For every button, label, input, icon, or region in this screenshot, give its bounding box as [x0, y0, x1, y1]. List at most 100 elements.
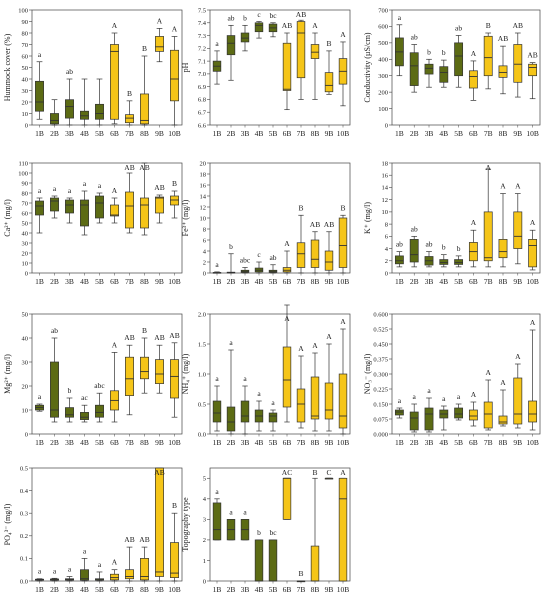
significance-letter: A	[112, 340, 118, 349]
box	[528, 63, 538, 77]
x-tick-label: 6B	[110, 277, 119, 286]
y-tick-label: 2	[203, 259, 206, 266]
significance-letter: bc	[269, 11, 277, 20]
y-tick-label: 100	[18, 170, 28, 177]
x-tick-label: 10B	[168, 585, 181, 594]
y-tick-label: 7.0	[198, 71, 206, 78]
x-tick-label: 4B	[255, 129, 264, 138]
box	[454, 42, 464, 77]
x-tick-label: 9B	[513, 438, 522, 447]
box	[483, 35, 493, 77]
significance-letter: A	[485, 163, 491, 172]
significance-letter: B	[172, 179, 177, 188]
x-tick-label: 8B	[311, 277, 320, 286]
significance-letter: A	[284, 239, 290, 248]
significance-letter: B	[312, 468, 317, 477]
plot-frame	[31, 467, 183, 582]
x-tick-label: 6B	[283, 585, 292, 594]
y-tick-label: 50	[22, 311, 29, 318]
chart-panel: 0 10 20 30 40 50 Mg²⁺ (mg/l) 1B a 2B ab 3B b 4B ac 5B ab…	[3, 311, 183, 447]
box	[296, 21, 306, 79]
y-tick-label: 0.150	[373, 401, 388, 408]
x-tick-label: 10B	[168, 438, 181, 447]
x-tick-label: 7B	[484, 438, 493, 447]
x-tick-label: 4B	[80, 438, 89, 447]
y-tick-label: 1.0	[198, 371, 206, 378]
significance-letter: a	[53, 566, 57, 575]
y-tick-label: 300	[378, 73, 388, 80]
x-tick-label: 6B	[469, 277, 478, 286]
box	[212, 400, 222, 423]
significance-letter: a	[38, 392, 42, 401]
box	[226, 35, 236, 56]
plot-frame	[31, 313, 183, 435]
y-tick-label: 1.5	[198, 341, 206, 348]
x-tick-label: 9B	[325, 438, 334, 447]
x-tick-label: 5B	[269, 585, 278, 594]
x-tick-label: 7B	[125, 438, 134, 447]
box	[50, 197, 59, 212]
x-tick-label: 6B	[283, 129, 292, 138]
significance-letter: AB	[139, 163, 149, 172]
y-tick-label: 0.375	[373, 356, 388, 363]
significance-letter: AB	[513, 21, 523, 30]
x-tick-label: 8B	[311, 438, 320, 447]
y-tick-label: 0	[203, 578, 206, 585]
y-tick-label: 70	[22, 200, 29, 207]
x-tick-label: 4B	[439, 438, 448, 447]
box	[170, 542, 179, 578]
box	[110, 573, 119, 581]
significance-letter: A	[340, 468, 346, 477]
y-tick-label: 0.450	[373, 341, 388, 348]
y-tick-label: 10	[22, 111, 29, 118]
x-tick-label: 8B	[140, 277, 149, 286]
y-axis-label: NO₃⁻ (mg/l)	[363, 353, 372, 394]
y-tick-label: 4	[203, 496, 207, 503]
chart-panel: 0 2 4 6 8 10 12 14 16 18 20 Fe³⁺ (mg/l) 1B a 2B b 3B abc 4…	[181, 160, 351, 286]
significance-letter: a	[243, 374, 247, 383]
significance-letter: A	[530, 218, 536, 227]
significance-letter: a	[229, 338, 233, 347]
significance-letter: A	[515, 352, 521, 361]
x-tick-label: 9B	[155, 585, 164, 594]
significance-letter: A	[172, 24, 178, 33]
y-tick-label: 6.7	[198, 110, 207, 117]
significance-letter: a	[413, 392, 417, 401]
y-tick-label: 70	[22, 42, 29, 49]
significance-letter: AB	[139, 535, 149, 544]
box	[338, 373, 348, 429]
significance-letter: A	[485, 368, 491, 377]
x-tick-label: 9B	[513, 129, 522, 138]
x-tick-label: 1B	[213, 277, 222, 286]
x-tick-label: 3B	[65, 277, 74, 286]
y-axis-label: Mg²⁺ (mg/l)	[3, 354, 12, 394]
box	[513, 211, 523, 249]
y-tick-label: 0	[25, 270, 28, 277]
x-tick-label: 1B	[35, 438, 44, 447]
y-tick-label: 0	[25, 122, 28, 129]
y-tick-label: 90	[22, 180, 29, 187]
x-tick-label: 8B	[140, 438, 149, 447]
x-tick-label: 8B	[311, 129, 320, 138]
y-tick-label: 20	[22, 383, 29, 390]
y-tick-label: 0.525	[373, 326, 388, 333]
box	[468, 70, 478, 89]
y-tick-label: 0.5	[198, 401, 206, 408]
box	[80, 199, 89, 227]
box	[155, 196, 164, 214]
x-tick-label: 2B	[50, 129, 59, 138]
box	[268, 412, 278, 423]
significance-letter: a	[38, 186, 42, 195]
significance-letter: A	[530, 318, 536, 327]
significance-letter: B	[127, 89, 132, 98]
significance-letter: A	[112, 186, 118, 195]
y-tick-label: 40	[22, 76, 29, 83]
x-tick-label: 10B	[337, 585, 350, 594]
significance-letter: ab	[66, 67, 73, 76]
x-tick-label: 1B	[213, 585, 222, 594]
y-tick-label: 40	[22, 230, 29, 237]
x-tick-label: 8B	[499, 129, 508, 138]
x-tick-label: 2B	[50, 585, 59, 594]
y-tick-label: 100	[18, 7, 28, 14]
x-tick-label: 5B	[95, 438, 104, 447]
